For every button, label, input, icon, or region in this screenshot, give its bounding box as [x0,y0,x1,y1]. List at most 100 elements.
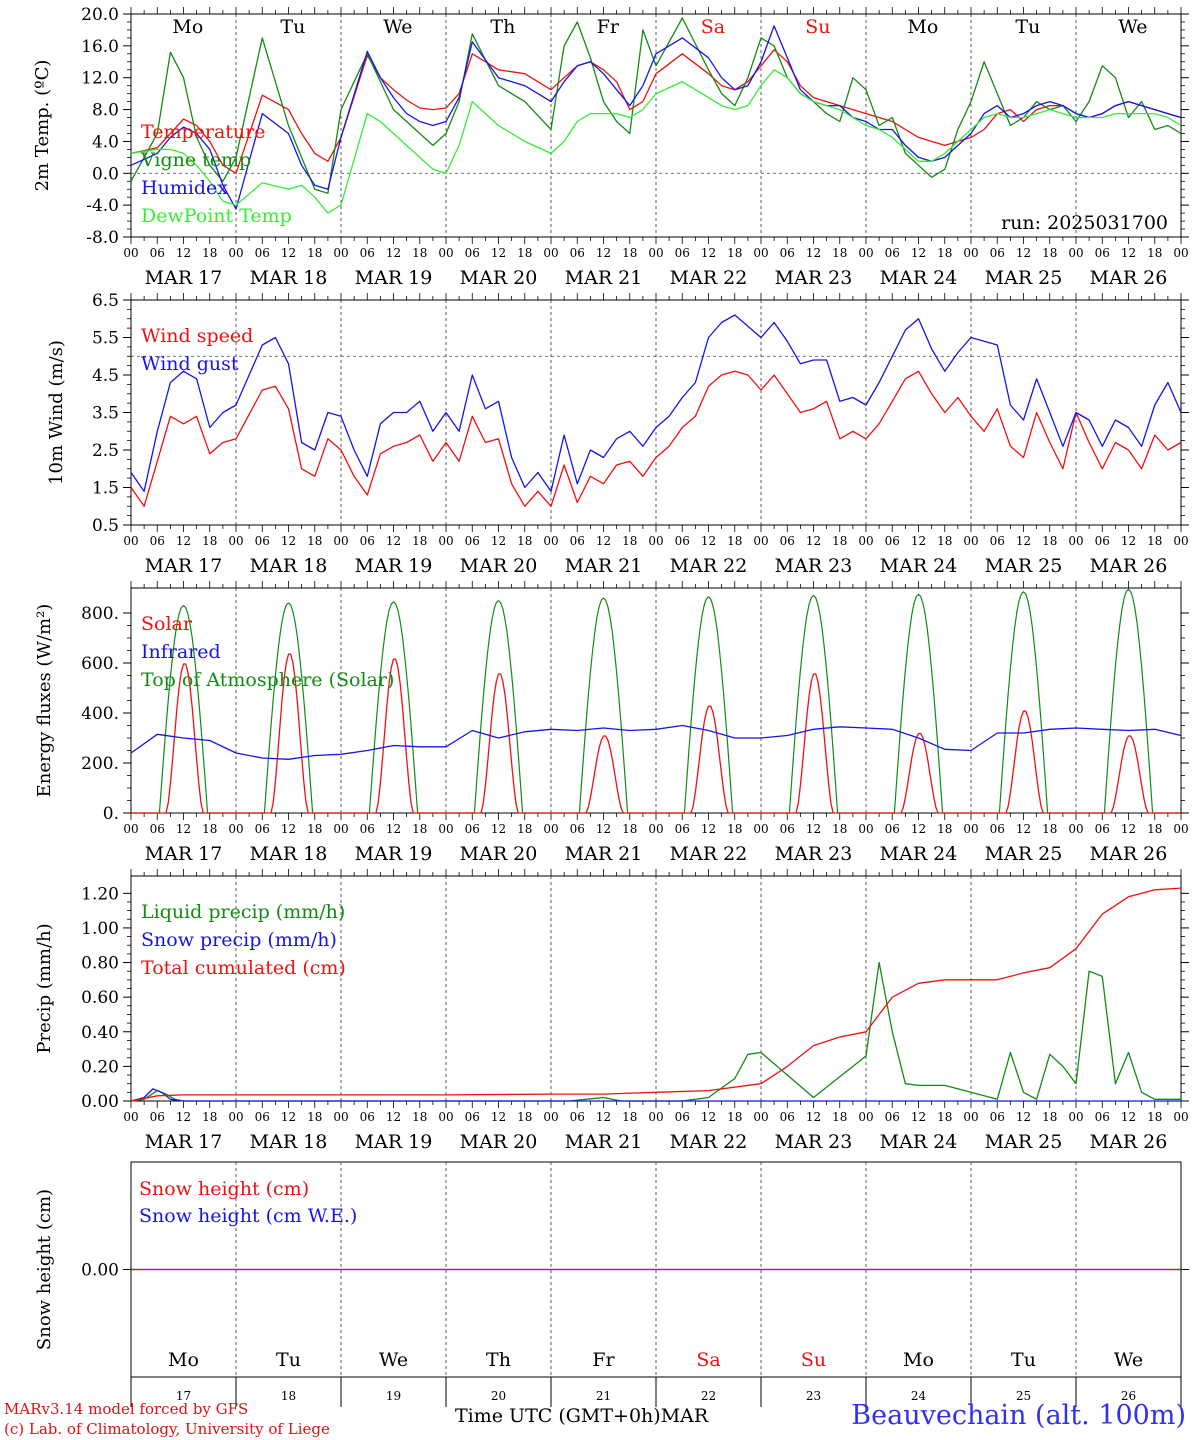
hour-label: 18 [307,246,322,260]
hour-label: 00 [543,822,558,836]
hour-label: 06 [675,534,690,548]
hour-label: 00 [648,246,663,260]
hour-label: 18 [622,1110,637,1124]
legend-wind-gust: Wind gust [141,353,239,375]
y-tick-label: 2.5 [92,441,119,461]
day-name: We [379,1349,408,1371]
hour-label: 00 [228,534,243,548]
series-wind-speed [130,370,1182,507]
hour-label: 12 [806,246,821,260]
y-tick-label: 1.5 [92,479,119,499]
hour-label: 18 [832,1110,847,1124]
hour-label: 06 [990,822,1005,836]
hour-label: 06 [885,534,900,548]
date-label: MAR 19 [355,267,433,289]
date-label: MAR 17 [145,267,223,289]
hour-label: 12 [806,822,821,836]
hour-label: 18 [622,822,637,836]
hour-label: 18 [937,1110,952,1124]
hour-label: 00 [543,534,558,548]
hour-label: 06 [570,246,585,260]
y-tick-label: 0.80 [81,954,119,974]
legend-temperature: Temperature [141,121,265,143]
day-number: 23 [806,1389,821,1403]
hour-label: 12 [386,822,401,836]
hour-label: 12 [596,1110,611,1124]
hour-label: 12 [1016,822,1031,836]
day-name: Sa [696,1349,720,1371]
date-label: MAR 24 [880,1131,958,1153]
hour-label: 18 [202,822,217,836]
y-tick-label: 0.60 [81,988,119,1008]
series-wind-gust [130,314,1182,492]
hour-label: 06 [990,1110,1005,1124]
legend-total-cumulated-cm-: Total cumulated (cm) [141,957,346,979]
hour-label: 12 [911,1110,926,1124]
hour-label: 00 [963,822,978,836]
y-tick-label: -4.0 [86,196,119,216]
hour-label: 06 [150,246,165,260]
date-label: MAR 22 [670,1131,748,1153]
hour-label: 00 [753,246,768,260]
hour-label: 06 [990,534,1005,548]
series-solar [131,653,1181,814]
hour-label: 18 [202,534,217,548]
date-label: MAR 21 [565,555,643,577]
day-name: Tu [1015,16,1040,38]
panel-2-frame [130,587,1182,814]
hour-label: 06 [255,1110,270,1124]
hour-label: 18 [832,246,847,260]
y-axis-label: Energy fluxes (W/m²) [34,604,55,798]
hour-label: 06 [570,1110,585,1124]
hour-label: 18 [727,534,742,548]
hour-label: 12 [1016,534,1031,548]
hour-label: 12 [806,1110,821,1124]
hour-label: 12 [281,246,296,260]
day-name: Tu [276,1349,301,1371]
hour-label: 00 [1173,534,1188,548]
hour-label: 00 [858,534,873,548]
hour-label: 06 [570,534,585,548]
hour-label: 18 [622,534,637,548]
day-number: 26 [1121,1389,1136,1403]
series-dewpoint-temp [130,69,1182,214]
hour-label: 06 [255,822,270,836]
y-tick-label: 4.0 [92,132,119,152]
date-label: MAR 23 [775,267,853,289]
legend-infrared: Infrared [141,641,221,663]
hour-label: 00 [333,534,348,548]
y-tick-label: 12.0 [81,69,119,89]
hour-label: 06 [465,822,480,836]
hour-label: 00 [858,822,873,836]
date-label: MAR 17 [145,1131,223,1153]
hour-label: 06 [360,246,375,260]
hour-label: 06 [780,1110,795,1124]
hour-label: 18 [412,1110,427,1124]
hour-label: 00 [858,246,873,260]
day-number: 24 [911,1389,927,1403]
hour-label: 18 [727,822,742,836]
hour-label: 00 [1173,822,1188,836]
hour-label: 18 [1147,1110,1162,1124]
legend-snow-height-cm-: Snow height (cm) [139,1178,309,1200]
legend-wind-speed: Wind speed [141,325,253,347]
day-number: 25 [1016,1389,1031,1403]
hour-label: 12 [491,822,506,836]
station-name: Beauvechain (alt. 100m) [851,1400,1186,1431]
hour-label: 18 [202,246,217,260]
hour-label: 18 [622,246,637,260]
hour-label: 06 [780,534,795,548]
hour-label: 18 [517,822,532,836]
hour-label: 06 [1095,1110,1110,1124]
hour-label: 12 [911,246,926,260]
legend-liquid-precip-mm-h-: Liquid precip (mm/h) [141,901,345,923]
run-annotation: run: 2025031700 [1001,212,1168,234]
date-label: MAR 19 [355,843,433,865]
hour-label: 00 [648,534,663,548]
y-axis-label: Precip (mm/h) [34,923,55,1053]
y-tick-label: 0.40 [81,1023,119,1043]
hour-label: 12 [911,534,926,548]
hour-label: 00 [438,246,453,260]
hour-label: 00 [543,1110,558,1124]
hour-label: 18 [937,822,952,836]
